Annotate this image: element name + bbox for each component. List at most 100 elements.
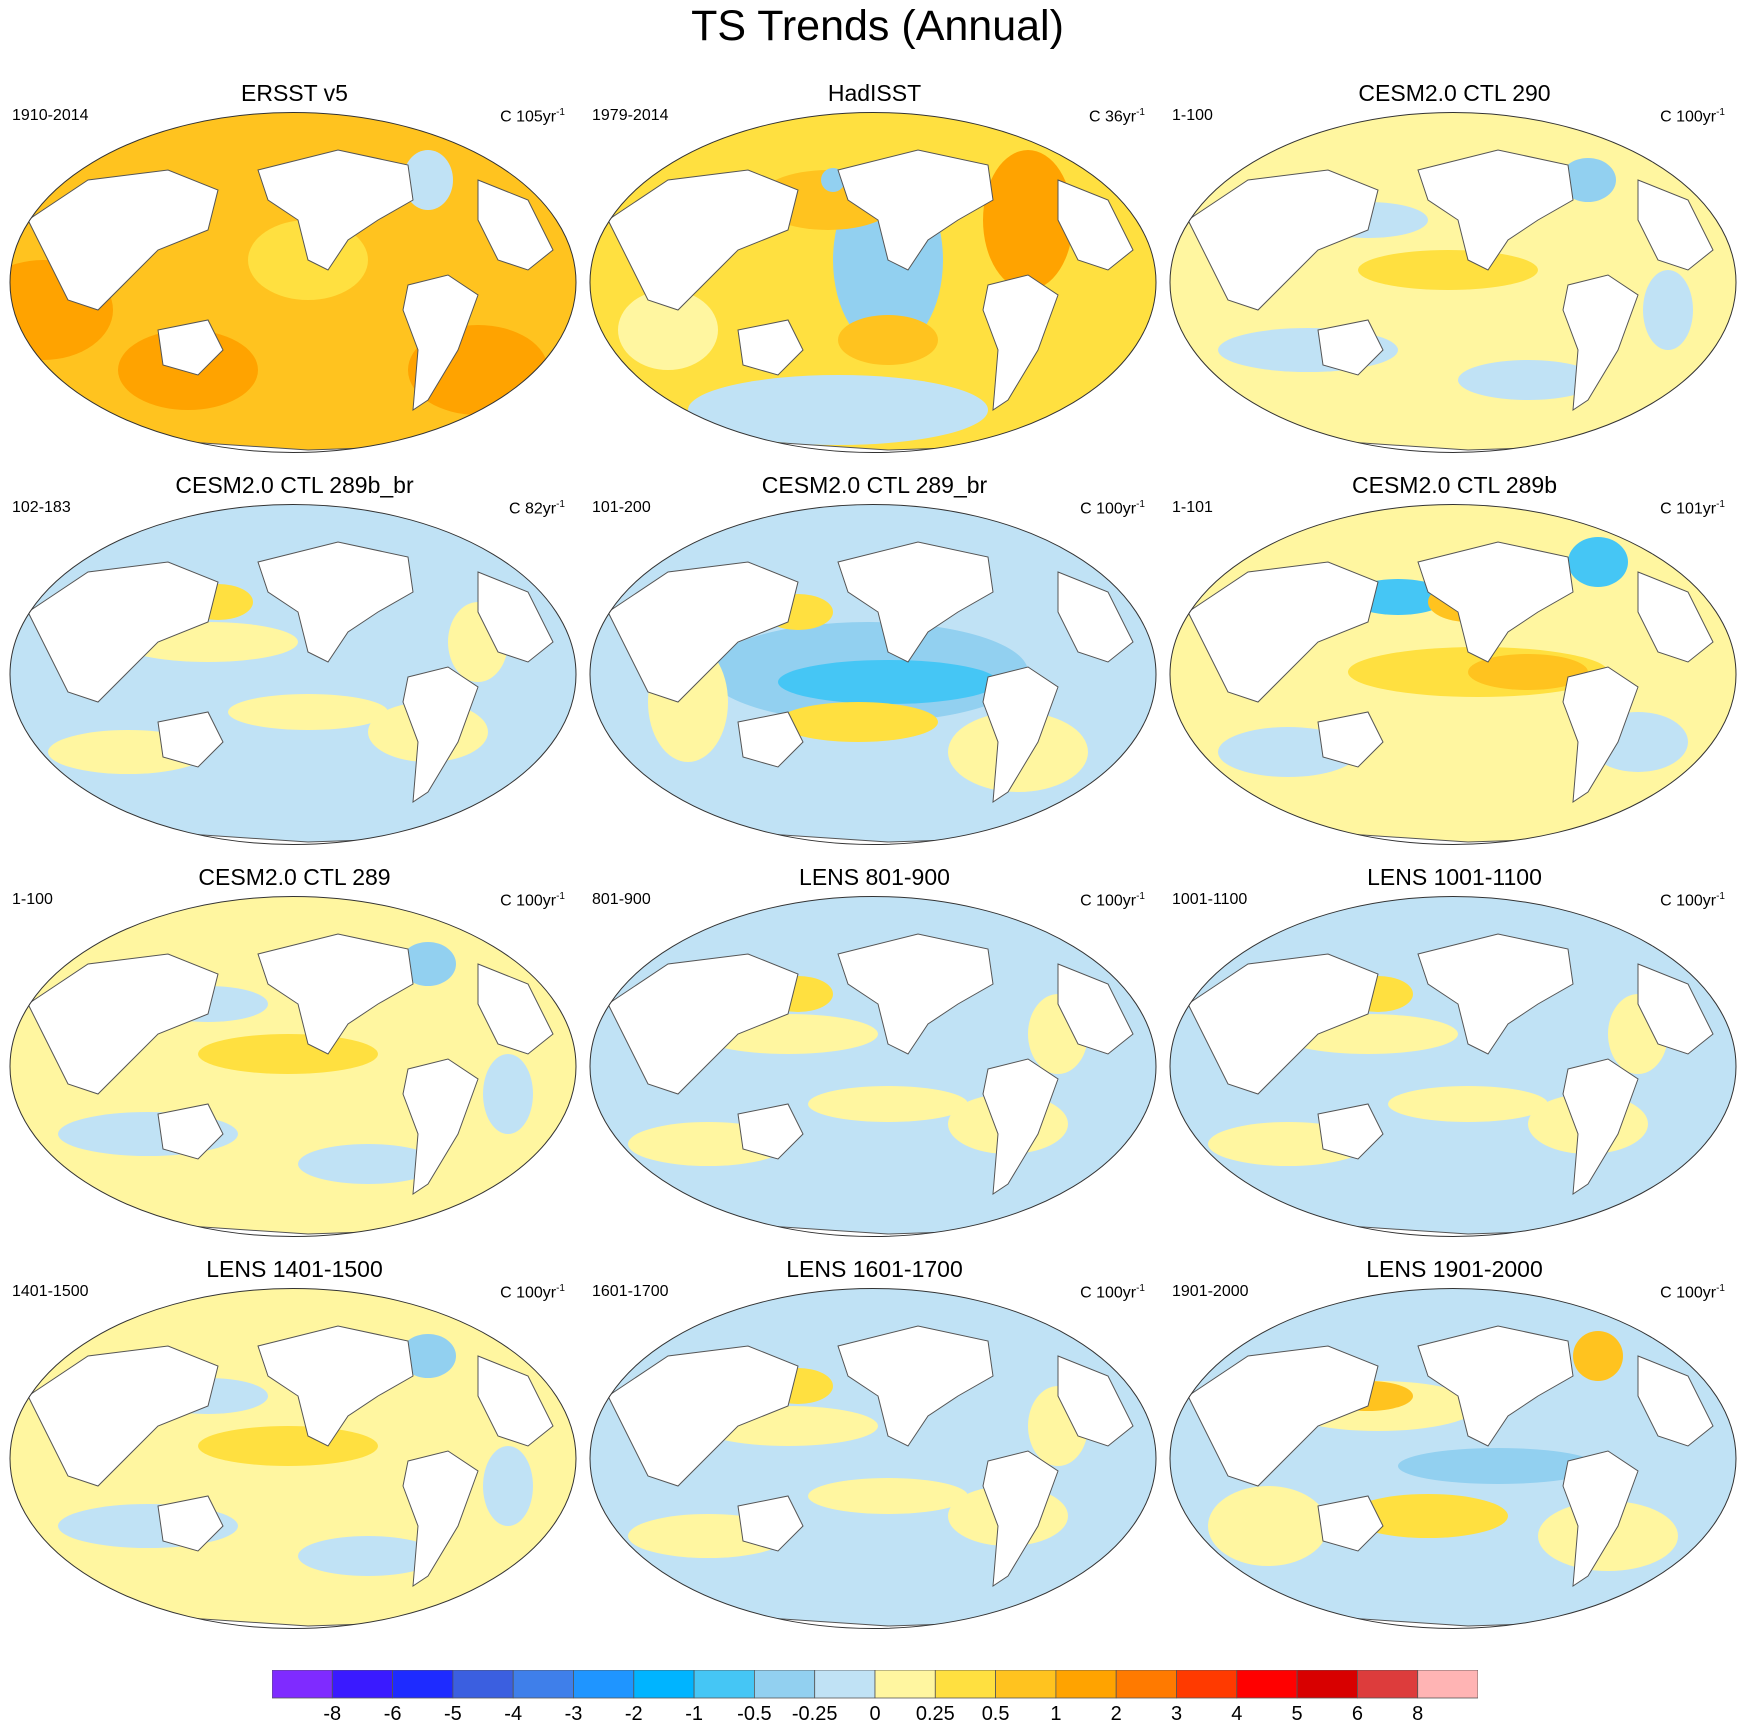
panel-units: C 100yr-1 (1080, 891, 1145, 910)
landmass (1637, 963, 1714, 1055)
panel-title: CESM2.0 CTL 289b (1352, 472, 1557, 498)
trend-anomaly (808, 1086, 968, 1122)
trend-anomaly (1643, 270, 1693, 350)
panel-title: CESM2.0 CTL 290 (1358, 80, 1551, 106)
landmass (402, 666, 479, 803)
landmass (982, 666, 1059, 803)
map-panel: CESM2.0 CTL 290 1-100 C 100yr-1 (1162, 80, 1747, 475)
landmass (257, 149, 414, 271)
colorbar-swatch (1236, 1670, 1298, 1699)
panel-period: 1979-2014 (592, 107, 669, 124)
landmass (1057, 571, 1134, 663)
panel-period: 1001-1100 (1172, 891, 1248, 908)
map-border (9, 112, 577, 453)
map-panel: LENS 1901-2000 1901-2000 C 100yr-1 (1162, 1256, 1747, 1651)
colorbar-tick-label: 3 (1170, 1703, 1183, 1725)
colorbar-swatch (874, 1670, 936, 1699)
map-plot (9, 112, 577, 453)
landmass (1637, 1355, 1714, 1447)
panel-units: C 100yr-1 (1660, 891, 1725, 910)
colorbar-swatch (452, 1670, 514, 1699)
landmass (1057, 179, 1134, 271)
panel-period: 1-100 (12, 891, 53, 908)
colorbar-tick-label: -2 (624, 1703, 643, 1725)
landmass (402, 274, 479, 411)
trend-anomaly (838, 315, 938, 365)
map-panel: LENS 1601-1700 1601-1700 C 100yr-1 (582, 1256, 1167, 1651)
colorbar-swatch (1357, 1670, 1419, 1699)
trend-anomaly (808, 1478, 968, 1514)
colorbar-tick-label: -6 (383, 1703, 402, 1725)
landmass (477, 571, 554, 663)
colorbar-swatch (1115, 1670, 1177, 1699)
trend-anomaly (688, 375, 988, 445)
colorbar-swatch (814, 1670, 876, 1699)
trend-anomaly (483, 1446, 533, 1526)
map-border (9, 504, 577, 845)
landmass (27, 953, 219, 1095)
colorbar-swatch (1055, 1670, 1117, 1699)
landmass (157, 1495, 224, 1552)
trend-anomaly (1458, 360, 1598, 400)
map-plot (589, 112, 1157, 453)
panel-units: C 100yr-1 (1660, 107, 1725, 126)
landmass (157, 319, 224, 376)
colorbar-swatch (272, 1670, 333, 1699)
map-panel: LENS 801-900 801-900 C 100yr-1 (582, 864, 1167, 1259)
colorbar-swatch (392, 1670, 454, 1699)
panel-units: C 36yr-1 (1088, 107, 1145, 126)
colorbar-tick-label: 6 (1351, 1703, 1363, 1725)
landmass (607, 953, 799, 1095)
colorbar-tick-label: 0.5 (981, 1703, 1010, 1725)
map-border (589, 112, 1157, 453)
map-border (589, 896, 1157, 1237)
map-panel: CESM2.0 CTL 289b_br 102-183 C 82yr-1 (2, 472, 587, 867)
colorbar (272, 1670, 1478, 1699)
map-panel: CESM2.0 CTL 289 1-100 C 100yr-1 (2, 864, 587, 1259)
landmass (1317, 1103, 1384, 1160)
landmass (477, 963, 554, 1055)
landmass (607, 561, 799, 703)
map-border (589, 1288, 1157, 1629)
colorbar-tick-label: -0.25 (791, 1703, 838, 1725)
landmass (1317, 711, 1384, 768)
panel-units: C 100yr-1 (500, 891, 565, 910)
landmass (737, 319, 804, 376)
landmass (477, 1355, 554, 1447)
map-plot (1169, 504, 1737, 845)
colorbar-tick-label: -1 (685, 1703, 703, 1725)
map-plot (9, 504, 577, 845)
trend-anomaly (1398, 1448, 1598, 1484)
panel-period: 1-101 (1172, 499, 1213, 516)
trend-anomaly (778, 702, 938, 742)
landmass (1187, 1345, 1379, 1487)
trend-anomaly (298, 1536, 438, 1576)
trend-anomaly (1348, 1494, 1508, 1538)
panel-title: LENS 1601-1700 (786, 1256, 963, 1282)
landmass (1562, 274, 1639, 411)
trend-anomaly (228, 694, 388, 730)
trend-anomaly (198, 1426, 378, 1466)
landmass (1187, 953, 1379, 1095)
colorbar-swatch (512, 1670, 574, 1699)
trend-anomaly (618, 290, 718, 370)
trend-anomaly (403, 150, 453, 210)
map-panel: ERSST v5 1910-2014 C 105yr-1 (2, 80, 587, 475)
colorbar-swatch (693, 1670, 755, 1699)
trend-anomaly (483, 1054, 533, 1134)
landmass (402, 1450, 479, 1587)
landmass (1562, 1058, 1639, 1195)
landmass (27, 1345, 219, 1487)
colorbar-tick-label: 0.25 (915, 1703, 955, 1725)
panel-period: 1901-2000 (1172, 1283, 1249, 1300)
landmass (1057, 963, 1134, 1055)
colorbar-tick-label: 2 (1110, 1703, 1122, 1725)
colorbar-tick-label: -0.5 (737, 1703, 772, 1725)
trend-anomaly (400, 942, 456, 986)
colorbar-tick-label: -8 (323, 1703, 342, 1725)
colorbar-tick-label: -3 (564, 1703, 583, 1725)
panel-units: C 105yr-1 (500, 107, 565, 126)
colorbar-swatch (1417, 1670, 1478, 1699)
map-plot (589, 896, 1157, 1237)
